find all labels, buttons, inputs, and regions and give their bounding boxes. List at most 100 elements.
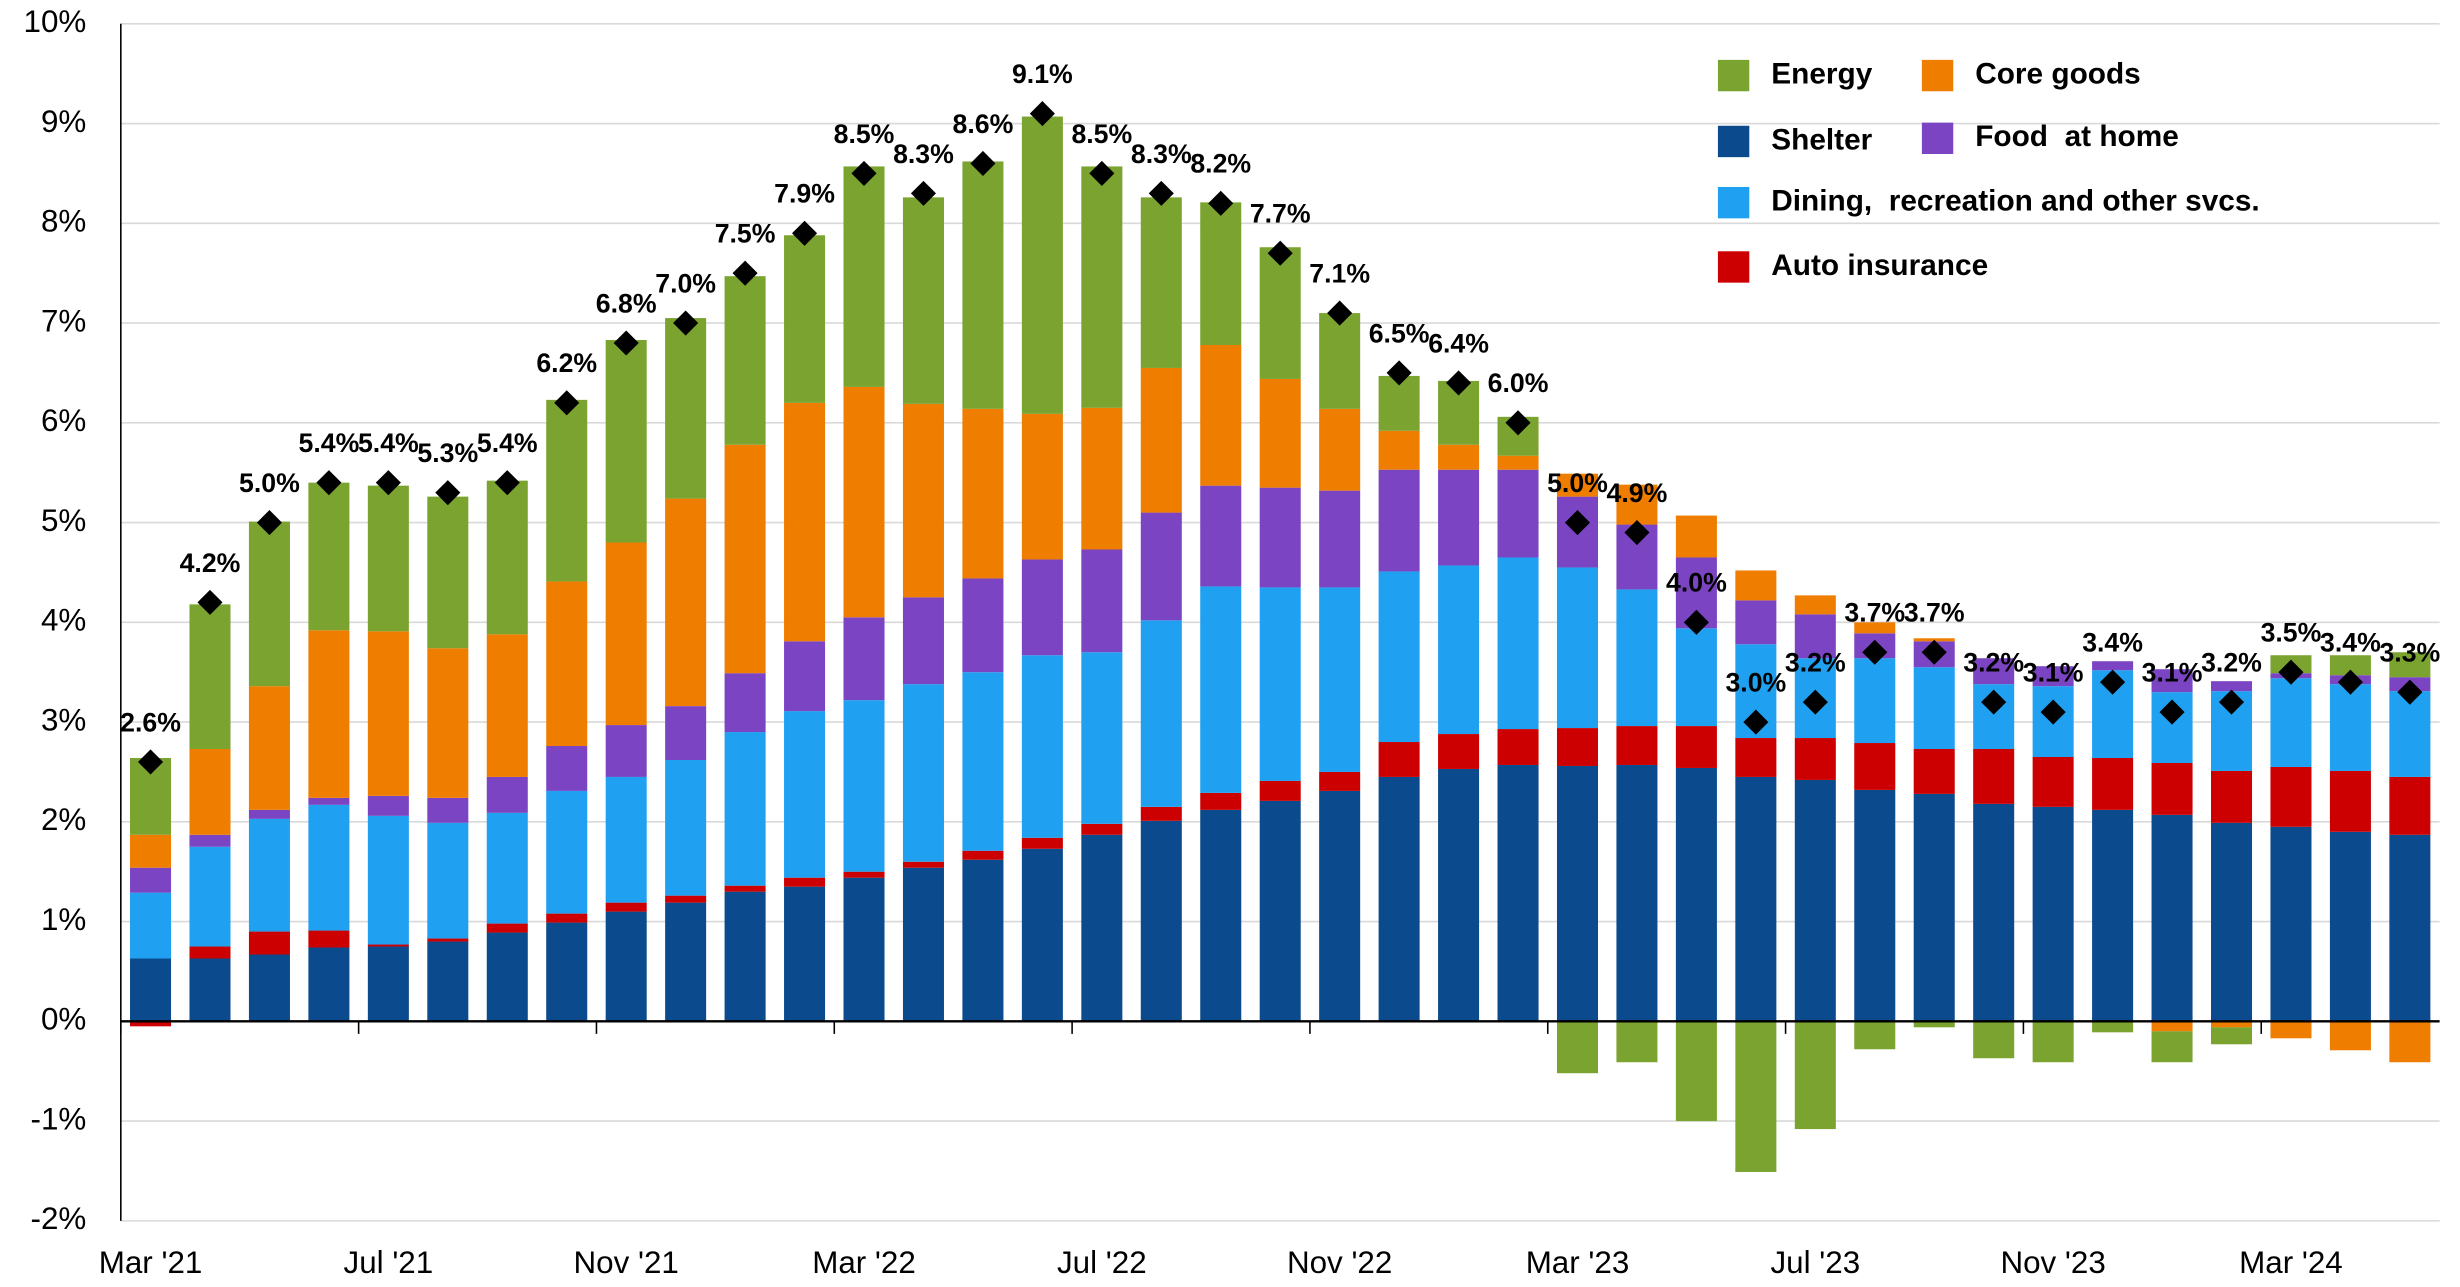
- bar-segment: [308, 797, 350, 805]
- legend-label: Core goods: [1975, 57, 2141, 90]
- bar-segment: [1556, 473, 1598, 497]
- bar-segment: [367, 946, 409, 1022]
- bar-segment: [1913, 749, 1955, 794]
- total-marker: [137, 749, 164, 775]
- value-label: 7.7%: [1250, 199, 1311, 229]
- legend-swatch: [1717, 251, 1750, 283]
- x-tick-label: Mar '21: [99, 1245, 203, 1280]
- bar-segment: [2092, 809, 2134, 1022]
- bar-segment: [1259, 487, 1301, 588]
- bar-segment: [2270, 678, 2312, 767]
- bar-segment: [724, 891, 766, 1022]
- bar-segment: [1497, 469, 1539, 558]
- bar-segment: [1140, 367, 1182, 513]
- value-label: 3.3%: [2379, 638, 2440, 668]
- value-label: 3.2%: [2201, 648, 2262, 678]
- bar-segment: [248, 686, 290, 810]
- total-marker: [1862, 639, 1888, 665]
- bar-segment: [189, 946, 231, 959]
- bar-segment: [130, 892, 172, 959]
- bar-segment: [784, 711, 826, 878]
- bar-segment: [962, 672, 1004, 851]
- bar-segment: [1675, 726, 1717, 768]
- bar-segment: [1259, 378, 1301, 488]
- bar-segment: [1913, 1021, 1955, 1028]
- bar-segment: [2329, 655, 2371, 676]
- bar-segment: [665, 759, 707, 896]
- bar-segment: [1854, 1021, 1896, 1050]
- y-tick-label: 3%: [41, 702, 86, 737]
- y-tick-label: -2%: [31, 1201, 87, 1236]
- bar-segment: [1081, 652, 1123, 824]
- total-marker: [1446, 370, 1472, 396]
- bar-segment: [367, 795, 409, 816]
- bar-segment: [130, 1021, 172, 1027]
- bar-segment: [902, 867, 944, 1022]
- bar-segment: [1735, 776, 1777, 1022]
- value-label: 3.4%: [2082, 628, 2143, 658]
- bar-segment: [189, 846, 231, 947]
- bar-segment: [427, 938, 469, 942]
- bar-segment: [843, 871, 885, 878]
- bar-segment: [1319, 408, 1361, 491]
- bar-segment: [546, 746, 588, 791]
- bar-segment: [1973, 1021, 2015, 1059]
- bar-segment: [784, 235, 826, 403]
- total-marker: [1981, 689, 2007, 715]
- total-marker: [1267, 240, 1293, 266]
- bar-segment: [1081, 166, 1123, 408]
- bar-segment: [2389, 776, 2431, 835]
- total-marker: [910, 180, 937, 206]
- value-label: 3.2%: [1785, 648, 1846, 678]
- bar-segment: [1378, 776, 1420, 1022]
- bar-segment: [2151, 1021, 2193, 1032]
- total-marker: [197, 589, 223, 615]
- bar-segment: [1140, 197, 1182, 368]
- value-label: 3.7%: [1844, 598, 1905, 628]
- total-marker: [792, 220, 818, 246]
- bar-segment: [1735, 738, 1777, 777]
- bar-segment: [724, 444, 766, 674]
- bar-segment: [2389, 652, 2431, 678]
- bar-segment: [605, 340, 647, 543]
- value-label: 6.4%: [1428, 328, 1489, 358]
- bar-segment: [1378, 742, 1420, 777]
- bar-segment: [189, 834, 231, 847]
- y-tick-label: 7%: [41, 303, 86, 338]
- bar-segment: [1140, 820, 1182, 1022]
- value-label: 4.0%: [1666, 568, 1727, 598]
- value-label: 7.1%: [1309, 258, 1370, 288]
- bar-segment: [1021, 413, 1063, 560]
- bar-segment: [546, 399, 588, 582]
- value-label: 8.5%: [834, 119, 895, 149]
- bar-segment: [546, 790, 588, 914]
- bar-segment: [2210, 681, 2253, 692]
- total-marker: [316, 470, 342, 496]
- bar-segment: [1319, 771, 1361, 791]
- bar-segment: [962, 578, 1004, 673]
- bar-segment: [2389, 1021, 2431, 1063]
- bar-segment: [2092, 757, 2134, 810]
- bar-segment: [248, 931, 290, 955]
- bar-segment: [1973, 658, 2015, 685]
- legend-label: Dining, recreation and other svcs.: [1771, 185, 2259, 218]
- y-tick-label: 9%: [41, 104, 86, 139]
- total-marker: [970, 150, 996, 177]
- value-label: 6.5%: [1369, 318, 1430, 348]
- total-marker: [554, 390, 580, 416]
- bar-segment: [902, 684, 944, 862]
- bar-segment: [308, 804, 350, 931]
- bar-segment: [1556, 567, 1598, 729]
- bar-segment: [784, 402, 826, 642]
- bar-segment: [130, 958, 172, 1022]
- bar-segment: [665, 318, 707, 499]
- bar-segment: [1616, 589, 1658, 727]
- bar-segment: [665, 706, 707, 760]
- bar-segment: [2151, 762, 2193, 815]
- bar-segment: [189, 604, 231, 750]
- bar-segment: [546, 922, 588, 1022]
- value-label: 5.3%: [417, 438, 478, 468]
- bar-segment: [843, 386, 885, 618]
- total-marker: [1743, 709, 1769, 735]
